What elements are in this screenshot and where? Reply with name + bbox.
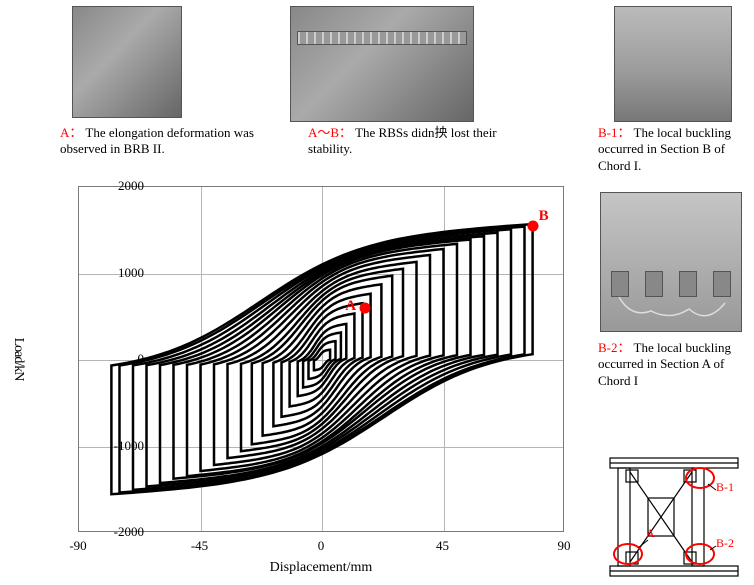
- photo-a: [72, 6, 182, 118]
- marker-a-label: A: [345, 298, 356, 315]
- xtick: 90: [544, 538, 584, 554]
- plot-area: A B: [78, 186, 564, 532]
- ytick: -1000: [94, 438, 144, 454]
- caption-a-tag: A：: [60, 125, 82, 140]
- schematic-label-b1: B-1: [716, 480, 734, 495]
- ytick: 1000: [94, 265, 144, 281]
- chart-ylabel: Load/kN: [10, 338, 26, 381]
- xtick: 45: [423, 538, 463, 554]
- schematic-label-b2: B-2: [716, 536, 734, 551]
- hysteresis-chart: Load/kN Displacement/mm A B -2000-100001…: [28, 186, 586, 580]
- xtick: -90: [58, 538, 98, 554]
- marker-b: [527, 220, 538, 231]
- caption-a: A： The elongation deformation was observ…: [60, 125, 280, 158]
- ytick: 2000: [94, 178, 144, 194]
- xtick: -45: [180, 538, 220, 554]
- caption-a-text: The elongation deformation was observed …: [60, 125, 254, 156]
- caption-ab: A～B： The RBSs didn抰 lost their stability…: [308, 125, 538, 158]
- schematic-label-a: A: [646, 526, 655, 541]
- marker-b-label: B: [539, 208, 549, 225]
- marker-a: [360, 303, 371, 314]
- caption-b2-tag: B-2：: [598, 340, 631, 355]
- photo-b1: [614, 6, 732, 122]
- caption-b1: B-1： The local buckling occurred in Sect…: [598, 125, 750, 174]
- xtick: 0: [301, 538, 341, 554]
- photo-b2: [600, 192, 742, 332]
- caption-ab-tag: A～B：: [308, 125, 352, 140]
- photo-ab: [290, 6, 474, 122]
- ytick: -2000: [94, 524, 144, 540]
- schematic-diagram: B-1 B-2 A: [604, 454, 744, 580]
- schematic-svg: [604, 454, 744, 580]
- caption-b1-tag: B-1：: [598, 125, 631, 140]
- ytick: 0: [94, 351, 144, 367]
- chart-xlabel: Displacement/mm: [78, 560, 564, 576]
- caption-b2: B-2： The local buckling occurred in Sect…: [598, 340, 750, 389]
